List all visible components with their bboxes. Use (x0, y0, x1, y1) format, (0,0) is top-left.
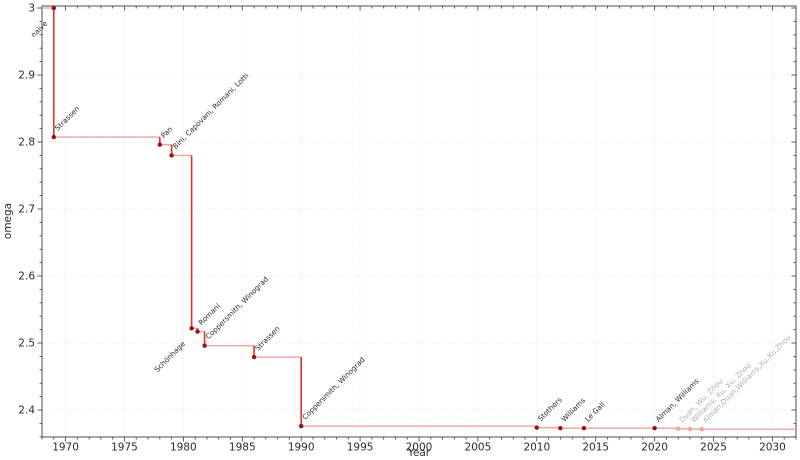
data-point-marker (157, 142, 163, 147)
x-tick-label: 2030 (759, 442, 786, 454)
data-point-label: Strassen (53, 104, 81, 132)
x-tick-label: 2020 (641, 442, 668, 454)
data-point-marker (652, 425, 657, 431)
data-point-marker (251, 354, 257, 360)
x-tick-label: 1980 (170, 442, 197, 454)
x-tick-label: 1990 (288, 442, 315, 454)
data-point-marker (675, 426, 681, 432)
y-tick-label: 2.9 (18, 69, 35, 81)
data-point-label: Stothers (536, 395, 564, 423)
x-axis-label: Year (407, 447, 431, 459)
step-series (42, 5, 796, 432)
data-point-label: Alman,Duan,Williams,Xu,Xu,Zhou (701, 333, 793, 425)
data-point-label: Strassen (253, 324, 281, 352)
data-point-marker (558, 425, 563, 431)
x-tick-label: 1970 (52, 442, 79, 454)
data-point-marker (51, 5, 56, 11)
data-point-marker (298, 423, 304, 429)
data-point-label: Le Gall (583, 400, 607, 424)
data-point-label: Schönhage (152, 339, 187, 374)
data-point-label: Coppersmith, Winograd (300, 355, 366, 421)
data-point-label: Pan (159, 125, 175, 141)
gridlines (42, 6, 796, 437)
x-tick-label: 2010 (523, 442, 550, 454)
y-tick-label: 2.8 (18, 136, 35, 148)
y-tick-label: 2.5 (18, 337, 35, 349)
y-axis-label: omega (2, 203, 14, 239)
data-point-marker (699, 427, 704, 432)
x-tick-label: 2025 (700, 442, 727, 454)
data-point-label: naive (29, 19, 50, 40)
data-point-marker (51, 134, 56, 140)
data-point-label: Williams, Xu, Xu, Zhou (689, 361, 753, 425)
x-tick-label: 2005 (465, 442, 492, 454)
data-point-marker (687, 426, 693, 432)
y-tick-label: 2.6 (18, 270, 35, 282)
data-point-marker (534, 425, 540, 430)
data-point-marker (195, 329, 200, 334)
y-tick-label: 3 (28, 2, 35, 14)
x-tick-label: 2015 (582, 442, 609, 454)
data-point-marker (202, 343, 207, 348)
data-point-label: Bini, Capovani, Romani, Lotti (171, 71, 251, 151)
y-tick-label: 2.4 (18, 404, 35, 416)
data-point-marker (581, 425, 587, 431)
x-tick-label: 1985 (229, 442, 256, 454)
data-point-marker (169, 153, 174, 158)
x-tick-label: 1995 (347, 442, 374, 454)
x-tick-label: 1975 (111, 442, 138, 454)
x-tick-label: 2000 (406, 442, 433, 454)
data-point-marker (189, 326, 194, 331)
y-tick-label: 2.7 (18, 203, 35, 215)
axes: 1970 1975 1980 1985 1990 1995 2000 2005 2010 2015… (18, 2, 797, 454)
